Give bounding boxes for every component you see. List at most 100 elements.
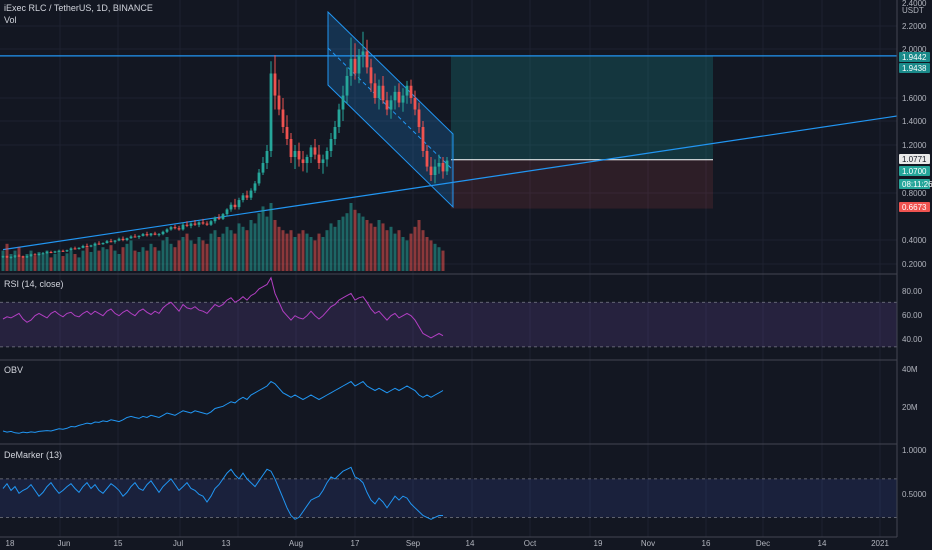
candle-body (353, 58, 357, 74)
candle-body (357, 55, 361, 74)
symbol-legend[interactable]: iExec RLC / TetherUS, 1D, BINANCE (4, 3, 153, 13)
obv-legend[interactable]: OBV (4, 365, 24, 375)
volume-bar (197, 237, 201, 271)
candle-body (261, 163, 265, 173)
candle-body (233, 204, 237, 208)
candle-body (177, 228, 181, 230)
volume-bar (341, 216, 345, 271)
volume-bar (101, 247, 105, 271)
demarker-legend[interactable]: DeMarker (13) (4, 450, 63, 460)
candle-body (389, 100, 393, 110)
candle-body (125, 238, 129, 240)
volume-bar (393, 233, 397, 271)
volume-bar (305, 233, 309, 271)
candle-body (221, 214, 225, 219)
demarker-tick-label: 1.0000 (902, 446, 927, 455)
volume-bar (177, 240, 181, 271)
volume-bar (357, 213, 361, 271)
candle-body (73, 248, 77, 250)
candle-body (169, 227, 173, 230)
candle-body (361, 51, 365, 56)
price-tick-label: 1.4000 (902, 117, 927, 126)
time-tick-label: Oct (524, 539, 537, 548)
volume-bar (33, 256, 37, 271)
candle-body (333, 127, 337, 139)
candle-body (85, 246, 89, 247)
volume-bar (213, 230, 217, 271)
candle-body (121, 238, 125, 240)
volume-bar (145, 250, 149, 271)
price-tick-label: 2.0000 (902, 45, 927, 54)
candle-body (109, 241, 113, 243)
volume-bar (405, 240, 409, 271)
volume-bar (117, 254, 121, 271)
price-tick-label: 0.4000 (902, 236, 927, 245)
candle-body (285, 127, 289, 139)
volume-bar (441, 250, 445, 271)
candle-body (25, 256, 29, 258)
demarker-band-fill (0, 478, 897, 518)
volume-bar (361, 216, 365, 271)
axes[interactable]: 2.4000 2.2000 2.0000 1.6000 1.4000 1.2000 0.80… (6, 0, 932, 550)
volume-bar (333, 226, 337, 271)
price-axis-background (897, 0, 932, 550)
volume-bar (97, 250, 101, 271)
time-tick-label: 19 (594, 539, 603, 548)
volume-bar (209, 233, 213, 271)
candle-body (441, 163, 445, 172)
candle-body (373, 83, 377, 98)
volume-bar (169, 243, 173, 271)
candle-body (337, 109, 341, 127)
volume-bars (1, 203, 445, 271)
candle-body (273, 73, 277, 96)
candle-body (157, 234, 161, 236)
price-tick-label: 2.4000 (902, 0, 927, 8)
candle-body (329, 139, 333, 151)
volume-bar (297, 233, 301, 271)
volume-bar (161, 240, 165, 271)
volume-legend[interactable]: Vol (4, 15, 17, 25)
candle-body (137, 235, 141, 238)
panel-separators[interactable] (0, 273, 932, 538)
price-tick-label: 0.2000 (902, 260, 927, 269)
volume-bar (217, 237, 221, 271)
volume-bar (109, 245, 113, 271)
candle-body (381, 85, 385, 101)
price-tag (899, 202, 930, 212)
candle-body (385, 100, 389, 110)
candle-body (21, 256, 25, 258)
volume-bar (285, 233, 289, 271)
demarker-panel (0, 466, 897, 520)
volume-bar (185, 233, 189, 271)
time-tick-label: 14 (466, 539, 475, 548)
rsi-legend[interactable]: RSI (14, close) (4, 279, 64, 289)
volume-bar (261, 206, 265, 271)
obv-line (2, 380, 444, 434)
candle-body (153, 233, 157, 235)
volume-bar (225, 226, 229, 271)
volume-bar (385, 230, 389, 271)
candles (1, 31, 449, 259)
candle-body (349, 58, 353, 76)
candle-body (405, 85, 409, 96)
candle-body (69, 248, 73, 251)
candle-body (17, 255, 21, 257)
candle-body (201, 222, 205, 224)
candle-body (397, 91, 401, 103)
candle-body (445, 160, 449, 172)
volume-bar (325, 230, 329, 271)
candle-body (313, 147, 317, 155)
candle-body (81, 246, 85, 248)
price-tag (899, 154, 930, 164)
volume-bar (205, 243, 209, 271)
candle-body (101, 243, 105, 245)
volume-bar (105, 249, 109, 271)
candle-body (77, 247, 81, 249)
volume-bar (181, 237, 185, 271)
candle-body (5, 256, 9, 258)
candle-body (289, 139, 293, 157)
volume-bar (429, 240, 433, 271)
time-tick-label: Dec (756, 539, 770, 548)
volume-bar (25, 254, 29, 271)
